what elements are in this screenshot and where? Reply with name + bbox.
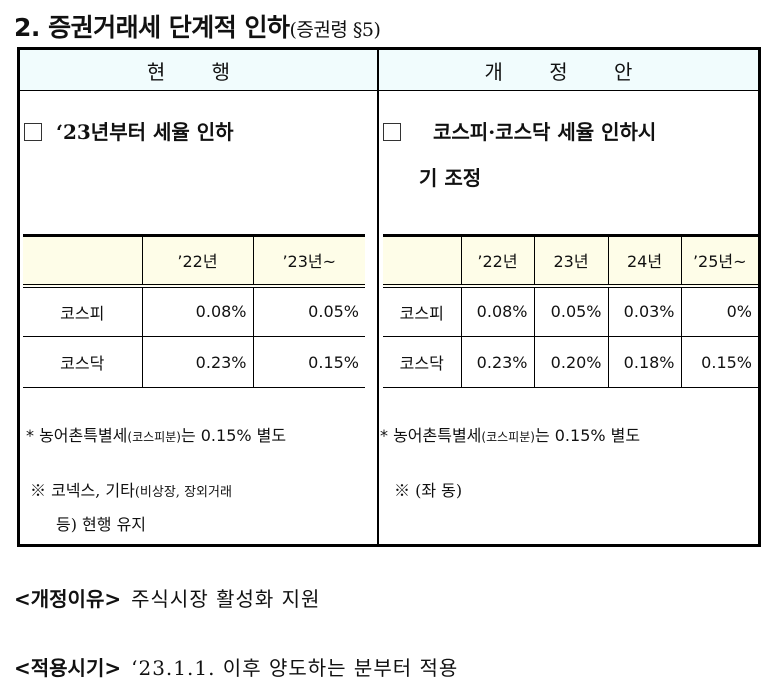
- table-header-cell: ’22년: [460, 235, 535, 288]
- table-header-cell: ’23년~: [252, 235, 365, 288]
- table-header-row: ’22년 23년 24년 ’25년~: [383, 235, 758, 288]
- table-header-cell: ’22년: [141, 235, 254, 288]
- ref-note-line2: 등) 현행 유지: [56, 515, 147, 534]
- table-row: 코스닥 0.23% 0.20% 0.18% 0.15%: [383, 336, 758, 388]
- current-header: 현 행: [20, 50, 377, 91]
- note-suffix: 는 0.15% 별도: [180, 426, 287, 445]
- table-row: 코스닥 0.23% 0.15%: [23, 336, 365, 388]
- rate-cell: 0.15%: [680, 336, 758, 388]
- rate-cell: 0.23%: [141, 336, 254, 388]
- effective-label: <적용시기>: [14, 656, 122, 680]
- note-small: (코스피분): [127, 430, 181, 444]
- table-header-row: ’22년 ’23년~: [23, 235, 365, 288]
- reason-label: <개정이유>: [14, 587, 122, 611]
- row-label: 코스피: [383, 285, 462, 337]
- table-header-cell: [23, 235, 143, 288]
- section-title-main: 2. 증권거래세 단계적 인하: [14, 13, 290, 42]
- table-header-cell: 23년: [533, 235, 609, 288]
- proposed-header: 개 정 안: [379, 50, 758, 91]
- rate-cell: 0.23%: [460, 336, 535, 388]
- row-label: 코스닥: [383, 336, 462, 388]
- column-divider: [377, 50, 379, 544]
- current-bullet-text: ‘23년부터 세율 인하: [56, 120, 234, 144]
- proposed-rate-table: ’22년 23년 24년 ’25년~ 코스피 0.08% 0.05% 0.03%…: [383, 234, 758, 388]
- reason-text: 주식시장 활성화 지원: [131, 587, 321, 611]
- table-header-cell: [383, 235, 462, 288]
- rate-cell: 0.20%: [533, 336, 609, 388]
- effective-line: <적용시기> ‘23.1.1. 이후 양도하는 분부터 적용: [14, 652, 458, 681]
- ref-note-mark: ※ 코넥스, 기타: [30, 481, 135, 500]
- checkbox-square-icon: [383, 122, 401, 141]
- current-reference-note: ※ 코넥스, 기타(비상장, 장외거래 등) 현행 유지: [30, 475, 232, 541]
- table-header-cell: ’25년~: [680, 235, 758, 288]
- rate-cell: 0.05%: [533, 285, 609, 337]
- rate-cell: 0.05%: [252, 285, 365, 337]
- note-suffix: 는 0.15% 별도: [534, 426, 641, 445]
- proposed-surtax-note: * 농어촌특별세(코스피분)는 0.15% 별도: [380, 422, 640, 446]
- section-title-ref: (증권령 §5): [289, 19, 381, 41]
- table-row: 코스피 0.08% 0.05% 0.03% 0%: [383, 285, 758, 337]
- note-prefix: * 농어촌특별세: [380, 426, 482, 445]
- current-surtax-note: * 농어촌특별세(코스피분)는 0.15% 별도: [26, 422, 286, 446]
- rate-cell: 0.03%: [607, 285, 682, 337]
- rate-cell: 0%: [680, 285, 758, 337]
- table-header-cell: 24년: [607, 235, 682, 288]
- comparison-table: 현 행 개 정 안 ‘23년부터 세율 인하 ’22년 ’23년~ 코스피 0.…: [17, 47, 761, 547]
- proposed-bullet: 코스피·코스닥 세율 인하시 기 조정: [383, 109, 656, 201]
- current-rate-table: ’22년 ’23년~ 코스피 0.08% 0.05% 코스닥 0.23% 0.1…: [23, 234, 365, 388]
- section-title: 2. 증권거래세 단계적 인하(증권령 §5): [14, 8, 381, 44]
- ref-note-small: (비상장, 장외거래: [134, 485, 232, 500]
- note-prefix: * 농어촌특별세: [26, 426, 128, 445]
- current-bullet: ‘23년부터 세율 인하: [24, 109, 234, 155]
- proposed-bullet-line1: 코스피·코스닥 세율 인하시: [433, 120, 657, 144]
- rate-cell: 0.08%: [141, 285, 254, 337]
- rate-cell: 0.15%: [252, 336, 365, 388]
- note-small: (코스피분): [481, 430, 535, 444]
- rate-cell: 0.18%: [607, 336, 682, 388]
- effective-text: ‘23.1.1. 이후 양도하는 분부터 적용: [131, 656, 459, 680]
- reason-line: <개정이유> 주식시장 활성화 지원: [14, 583, 320, 612]
- row-label: 코스닥: [23, 336, 143, 388]
- table-row: 코스피 0.08% 0.05%: [23, 285, 365, 337]
- checkbox-square-icon: [24, 122, 42, 141]
- rate-cell: 0.08%: [460, 285, 535, 337]
- proposed-bullet-line2: 기 조정: [419, 166, 482, 190]
- row-label: 코스피: [23, 285, 143, 337]
- proposed-reference-note: ※ (좌 동): [394, 481, 463, 500]
